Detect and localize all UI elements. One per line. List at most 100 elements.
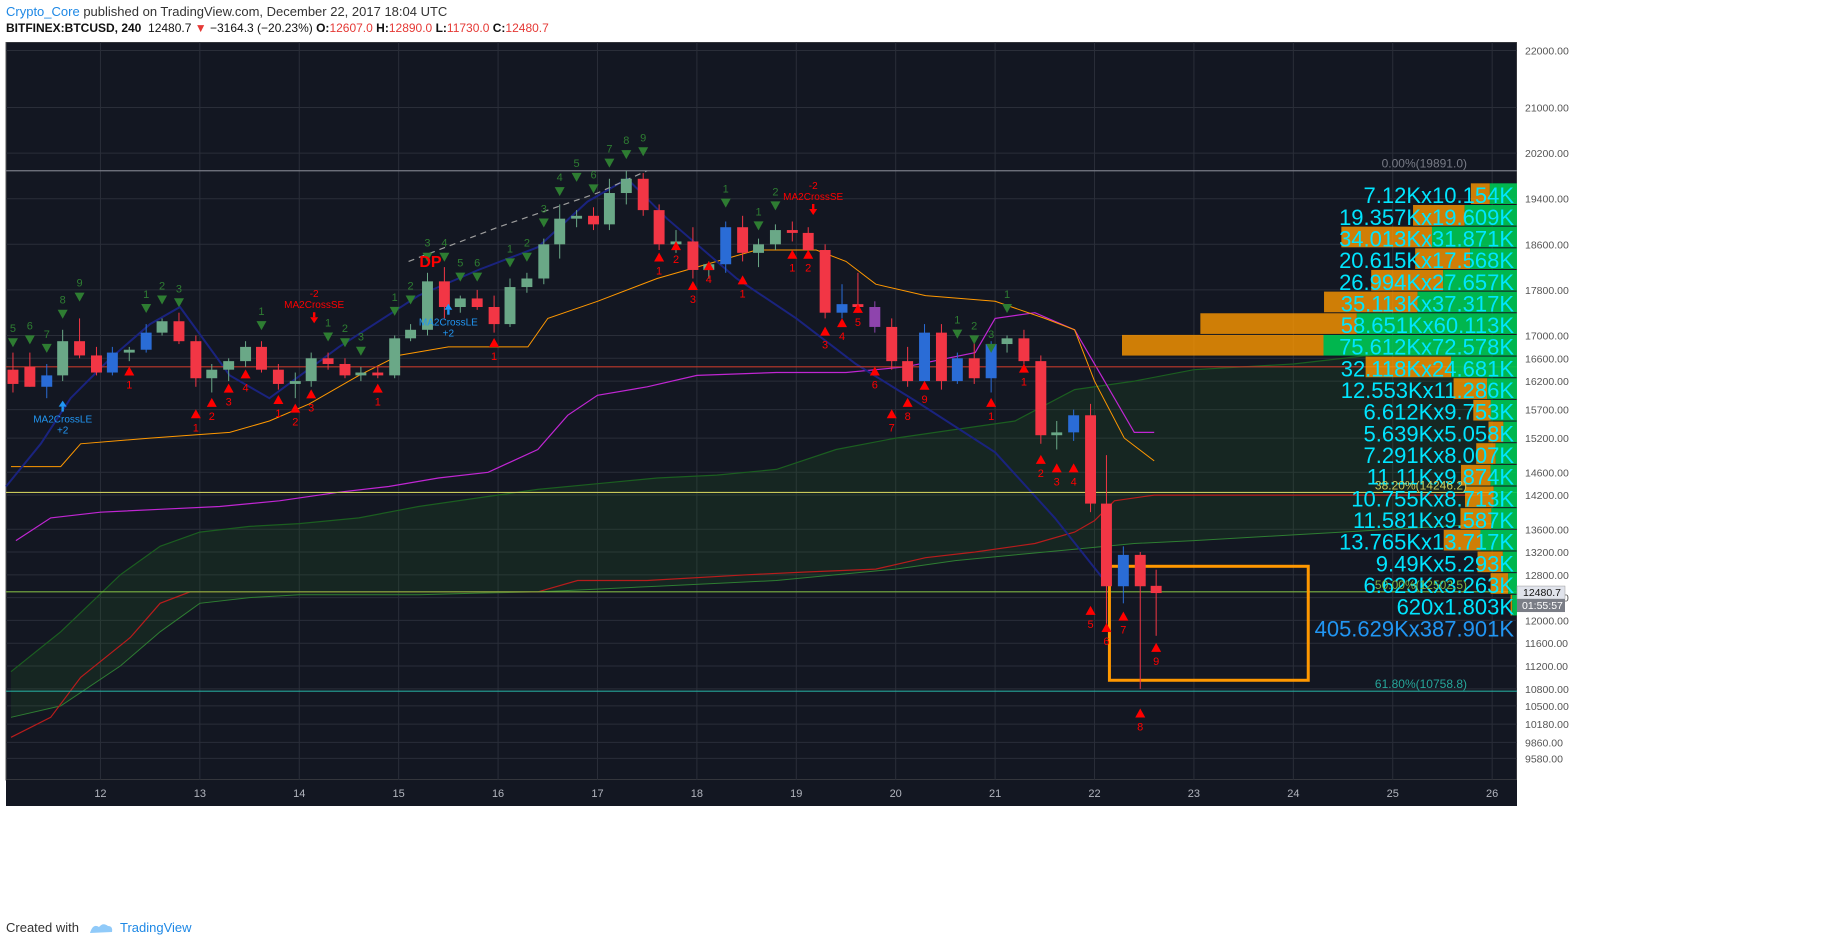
y-tick-label: 22000.00 [1525, 46, 1569, 58]
down-triangle-icon [74, 292, 85, 302]
volume-profile-label: 35.113Kx37.317K [1341, 291, 1515, 316]
fib-level-label: 0.00%(19891.0) [1382, 157, 1467, 171]
sequence-marker: 1 [504, 243, 515, 268]
down-triangle-icon [57, 309, 68, 319]
sequence-marker: 6 [24, 320, 35, 345]
sequence-count: 1 [1021, 377, 1027, 389]
volume-profile-bar-up [1200, 313, 1357, 334]
sequence-marker: 1 [489, 338, 500, 363]
price-axis-background [1517, 42, 1565, 808]
sequence-count: 1 [193, 422, 199, 434]
candlestick [588, 207, 599, 231]
sequence-count: 1 [954, 315, 960, 327]
tradingview-link[interactable]: TradingView [120, 920, 192, 935]
up-triangle-icon [837, 318, 848, 328]
candlestick [156, 318, 168, 336]
candle-body [223, 361, 235, 370]
down-triangle-icon [588, 184, 599, 194]
candlestick [1134, 552, 1146, 689]
y-tick-label: 11200.00 [1525, 661, 1568, 673]
strategy-signal: MA2CrossLE+2 [419, 303, 478, 340]
volume-profile-bar-up [1476, 443, 1496, 464]
sequence-count: 4 [839, 331, 845, 343]
y-tick-label: 15700.00 [1525, 405, 1569, 417]
sequence-marker: 7 [604, 144, 615, 168]
down-arrow-icon: ▼ [194, 21, 207, 35]
sequence-marker: 4 [837, 318, 848, 343]
sequence-count: 9 [921, 394, 927, 406]
candle-body [620, 178, 632, 194]
sequence-marker: 1 [737, 275, 748, 300]
x-tick-label: 15 [393, 788, 405, 800]
volume-profile-bar-up [1473, 399, 1491, 421]
sequence-marker: 1 [141, 289, 152, 313]
volume-profile-bar-up [1490, 573, 1509, 594]
volume-profile-bar-up [1365, 356, 1452, 378]
volume-profile-bar-down [1431, 226, 1517, 248]
sequence-count: 1 [143, 289, 149, 301]
candle-body [156, 321, 168, 333]
high-value: 12890.0 [388, 21, 433, 35]
candle-body [140, 332, 152, 350]
sequence-marker: 4 [554, 172, 565, 197]
sequence-count: 5 [457, 258, 463, 270]
sequence-marker: 4 [439, 238, 450, 262]
sequence-marker: 9 [638, 132, 649, 157]
y-tick-label: 18600.00 [1525, 239, 1569, 251]
volume-profile-bar-down [1502, 551, 1517, 573]
sequence-marker: 1 [952, 315, 963, 339]
candle-body [240, 346, 252, 362]
y-tick-label: 15200.00 [1525, 433, 1569, 445]
candle-body [737, 227, 749, 253]
sequence-marker: 1 [753, 206, 764, 231]
sequence-count: 3 [822, 340, 828, 352]
sequence-marker: 7 [886, 409, 897, 434]
kijun-line [10, 494, 1493, 738]
sequence-marker: 4 [1068, 463, 1079, 488]
y-tick-label: 16600.00 [1525, 353, 1569, 365]
candlestick [389, 335, 401, 379]
candle-body [173, 321, 185, 342]
y-tick-label: 10800.00 [1525, 684, 1569, 696]
sequence-marker: 6 [472, 258, 483, 282]
down-triangle-icon [422, 252, 433, 262]
sequence-count: 3 [226, 397, 232, 409]
y-tick-label: 10180.00 [1525, 719, 1569, 731]
sequence-count: 3 [424, 238, 430, 250]
candle-body [57, 341, 69, 376]
candlestick [90, 346, 102, 376]
x-tick-label: 25 [1387, 788, 1399, 800]
countdown-value: 01:55:57 [1522, 600, 1563, 612]
author-link[interactable]: Crypto_Core [6, 4, 80, 19]
candlestick [24, 352, 36, 387]
candle-body [588, 215, 599, 225]
volume-profile-bar-down [1487, 378, 1517, 399]
sequence-marker: 1 [124, 366, 135, 392]
candlestick [902, 346, 914, 387]
candlestick [173, 312, 185, 345]
volume-profile-bar-up [1371, 269, 1444, 291]
sequence-marker: 2 [405, 280, 416, 305]
volume-profile-bar-up [1341, 226, 1432, 248]
candle-body [919, 332, 930, 382]
sequence-count: 6 [590, 169, 596, 181]
candlestick [737, 215, 749, 262]
candlestick [836, 284, 848, 319]
sequence-marker: 8 [1135, 708, 1146, 733]
candle-body [538, 244, 550, 279]
sequence-count: 2 [673, 254, 679, 266]
candlestick [454, 295, 466, 313]
volume-profile-bar-up [1443, 529, 1481, 551]
volume-profile-label: 32.118Kx24.681K [1341, 356, 1515, 381]
volume-profile-label: 620x1.803K [1397, 595, 1515, 620]
sequence-count: 4 [243, 382, 249, 394]
sequence-count: 3 [176, 283, 182, 295]
sequence-marker: 1 [372, 383, 383, 409]
sequence-count: 8 [905, 411, 911, 423]
dp-label: DP [419, 254, 442, 271]
symbol-info: BITFINEX:BTCUSD, 240 12480.7 ▼ −3164.3 (… [6, 21, 549, 36]
up-triangle-icon [919, 380, 930, 390]
candle-body [687, 241, 699, 270]
price-chart[interactable]: 7.12Kx10.154K19.357Kx19.609K34.013Kx31.8… [0, 42, 1824, 906]
volume-profile-label: 13.765Kx13.717K [1339, 530, 1514, 555]
